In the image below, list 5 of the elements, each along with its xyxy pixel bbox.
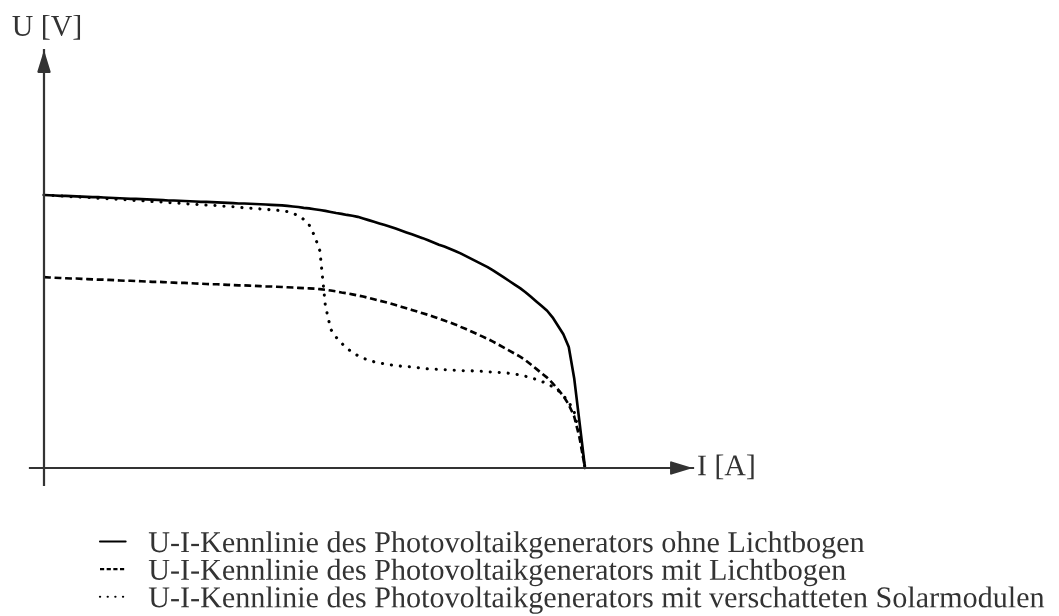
legend-label: U-I-Kennlinie des Photovoltaikgenerators mit Lichtbogen bbox=[148, 558, 846, 587]
legend-label: U-I-Kennlinie des Photovoltaikgenerators mit verschatteten Solarmodulen bbox=[148, 586, 1045, 614]
x-axis-title: I [A] bbox=[698, 454, 754, 480]
text: U [V] bbox=[12, 14, 81, 40]
legend-label: U-I-Kennlinie des Photovoltaikgenerators ohne Lichtbogen bbox=[148, 531, 865, 559]
